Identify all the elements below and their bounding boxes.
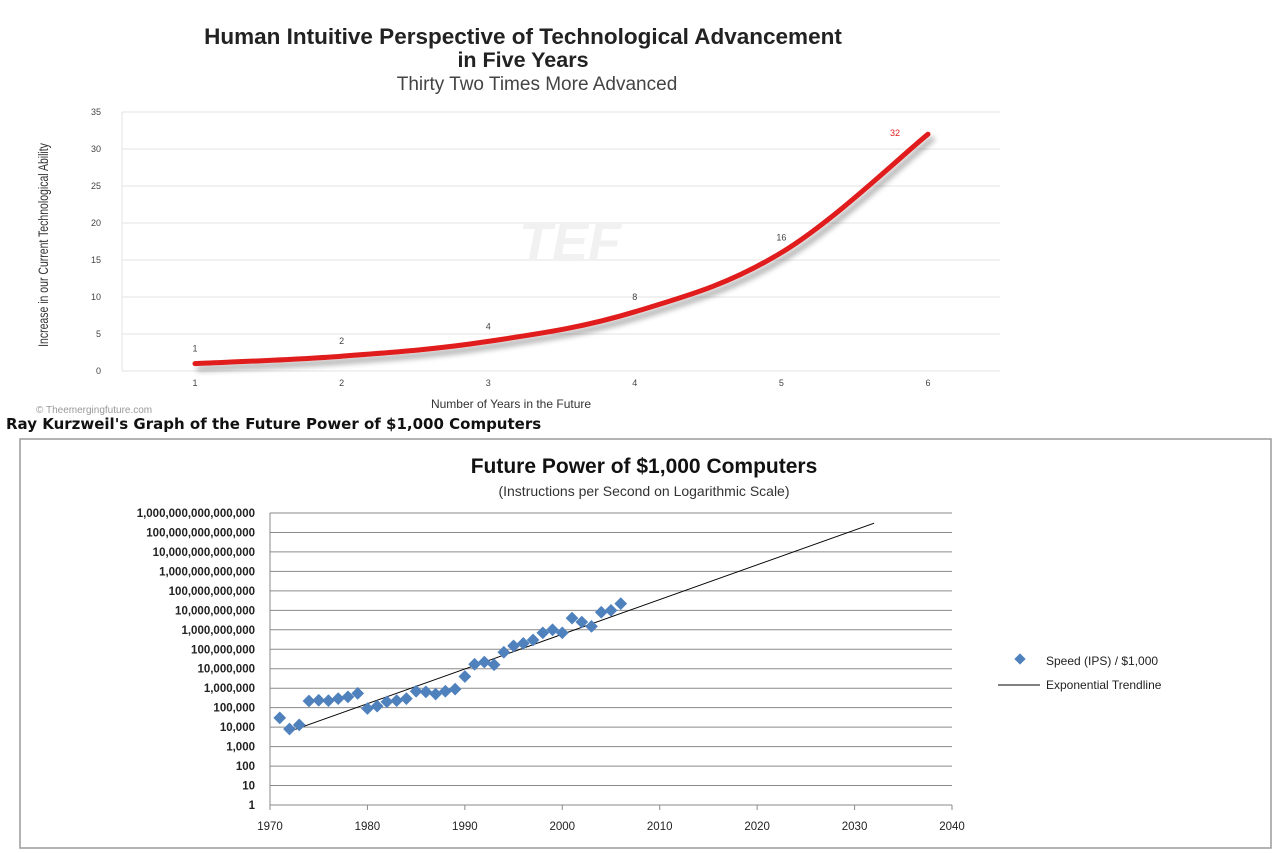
chart2-y-tick: 100,000,000,000,000 bbox=[146, 527, 255, 539]
chart1-y-tick: 0 bbox=[96, 366, 101, 376]
chart2-data-point bbox=[380, 695, 394, 709]
chart2-y-tick: 1,000,000,000,000 bbox=[159, 566, 255, 578]
chart2-y-tick: 1,000 bbox=[226, 742, 255, 754]
chart2-x-tick-labels: 1970 1980 1990 2000 2010 2020 2030 2040 bbox=[257, 821, 965, 833]
chart2-y-tick: 10 bbox=[242, 781, 255, 793]
chart2-x-tick: 2000 bbox=[549, 821, 575, 833]
chart1-x-tick: 6 bbox=[925, 378, 930, 388]
chart2-data-point bbox=[419, 685, 433, 699]
chart2-y-tick-labels: 1 10 100 1,000 10,000 100,000 1,000,000 10,000,… bbox=[137, 508, 256, 812]
chart2-x-tick: 1990 bbox=[452, 821, 478, 833]
chart1-y-tick: 10 bbox=[91, 292, 101, 302]
chart1-data-label: 1 bbox=[192, 344, 197, 354]
chart2-data-point bbox=[370, 699, 384, 713]
chart2-data-point bbox=[341, 690, 355, 704]
chart2-x-tick: 2040 bbox=[939, 821, 965, 833]
chart1-data-label: 32 bbox=[890, 128, 900, 138]
chart2-y-tick: 100,000,000 bbox=[191, 644, 255, 656]
chart1-title-line1: Human Intuitive Perspective of Technolog… bbox=[204, 24, 842, 49]
chart2-x-tick: 2020 bbox=[744, 821, 770, 833]
chart1-y-tick-labels: 0 5 10 15 20 25 30 35 bbox=[91, 107, 101, 376]
chart2-y-tick: 100 bbox=[236, 761, 255, 773]
chart1-x-tick: 5 bbox=[779, 378, 784, 388]
chart1-data-label: 4 bbox=[486, 321, 491, 331]
chart2-x-tick: 2030 bbox=[842, 821, 868, 833]
chart2-title: Future Power of $1,000 Computers bbox=[471, 455, 818, 478]
chart2-frame bbox=[19, 438, 1272, 849]
chart1-y-axis-label: Increase in our Current Technological Ab… bbox=[36, 142, 52, 347]
chart2-data-point bbox=[507, 639, 520, 653]
chart1-series-line bbox=[192, 131, 931, 367]
chart2-y-tick: 10,000,000,000,000 bbox=[153, 547, 255, 559]
chart1-x-tick: 1 bbox=[192, 378, 197, 388]
chart2-legend: Speed (IPS) / $1,000 Exponential Trendli… bbox=[998, 653, 1162, 692]
chart2-data-point bbox=[312, 693, 326, 707]
chart1-x-tick-labels: 1 2 3 4 5 6 bbox=[192, 378, 930, 388]
chart2-data-point bbox=[351, 687, 365, 700]
chart1-data-label: 2 bbox=[339, 336, 344, 346]
chart2-data-point bbox=[273, 711, 287, 725]
chart1-y-tick: 5 bbox=[96, 329, 101, 339]
computer-power-chart: Future Power of $1,000 Computers (Instru… bbox=[19, 438, 1272, 849]
chart1-y-tick: 25 bbox=[91, 181, 101, 191]
chart1-gridlines bbox=[121, 111, 1000, 372]
chart1-credit: © Theemergingfuture.com bbox=[36, 405, 152, 416]
chart2-data-point bbox=[390, 694, 404, 707]
chart1-x-tick: 2 bbox=[339, 378, 344, 388]
legend-label-speed: Speed (IPS) / $1,000 bbox=[1046, 654, 1158, 668]
chart2-data-point bbox=[439, 684, 452, 698]
chart2-y-tick: 10,000,000,000 bbox=[175, 605, 255, 617]
chart2-subtitle: (Instructions per Second on Logarithmic … bbox=[498, 483, 789, 499]
chart2-x-tick: 2010 bbox=[647, 821, 673, 833]
chart1-data-label: 16 bbox=[776, 233, 786, 243]
chart2-y-tick: 1 bbox=[249, 800, 256, 812]
chart1-y-tick: 30 bbox=[91, 144, 101, 154]
chart1-series bbox=[192, 131, 931, 367]
chart1-x-tick: 3 bbox=[486, 378, 491, 388]
chart1-subtitle: Thirty Two Times More Advanced bbox=[397, 74, 678, 95]
chart2-x-tick: 1980 bbox=[355, 821, 381, 833]
chart2-caption: Ray Kurzweil's Graph of the Future Power… bbox=[6, 415, 542, 433]
legend-marker-speed bbox=[1014, 653, 1026, 665]
chart2-data-point bbox=[361, 702, 374, 715]
chart2-data-point bbox=[487, 658, 501, 672]
chart2-y-tick: 100,000 bbox=[213, 703, 255, 715]
chart2-y-tick: 1,000,000,000,000,000 bbox=[137, 508, 255, 520]
chart1-y-tick: 20 bbox=[91, 218, 101, 228]
chart1-x-axis-label: Number of Years in the Future bbox=[431, 397, 591, 411]
chart2-y-tick: 100,000,000,000 bbox=[169, 586, 255, 598]
chart2-data-point bbox=[400, 692, 413, 706]
legend-label-trendline: Exponential Trendline bbox=[1046, 678, 1162, 692]
chart2-data-point bbox=[497, 645, 511, 659]
chart2-y-tick: 10,000 bbox=[220, 722, 255, 734]
chart1-y-tick: 15 bbox=[91, 255, 101, 265]
chart2-data-point bbox=[409, 684, 423, 698]
chart1-watermark: TEF bbox=[519, 212, 623, 272]
chart2-y-tick: 1,000,000,000 bbox=[181, 625, 255, 637]
chart1-data-labels: 1 2 4 8 16 32 bbox=[192, 128, 900, 353]
chart1-y-tick: 35 bbox=[91, 107, 101, 117]
chart2-y-tick: 1,000,000 bbox=[204, 683, 255, 695]
chart2-data-point bbox=[322, 694, 335, 707]
chart1-data-label: 8 bbox=[632, 292, 637, 302]
exponential-perspective-chart: Human Intuitive Perspective of Technolog… bbox=[36, 24, 1000, 416]
chart2-y-tick: 10,000,000 bbox=[197, 664, 255, 676]
chart2-data-point bbox=[331, 692, 345, 706]
chart1-x-tick: 4 bbox=[632, 378, 637, 388]
chart2-data-point bbox=[302, 694, 316, 708]
chart2-x-tick: 1970 bbox=[257, 821, 283, 833]
chart1-title-line2: in Five Years bbox=[457, 48, 588, 72]
